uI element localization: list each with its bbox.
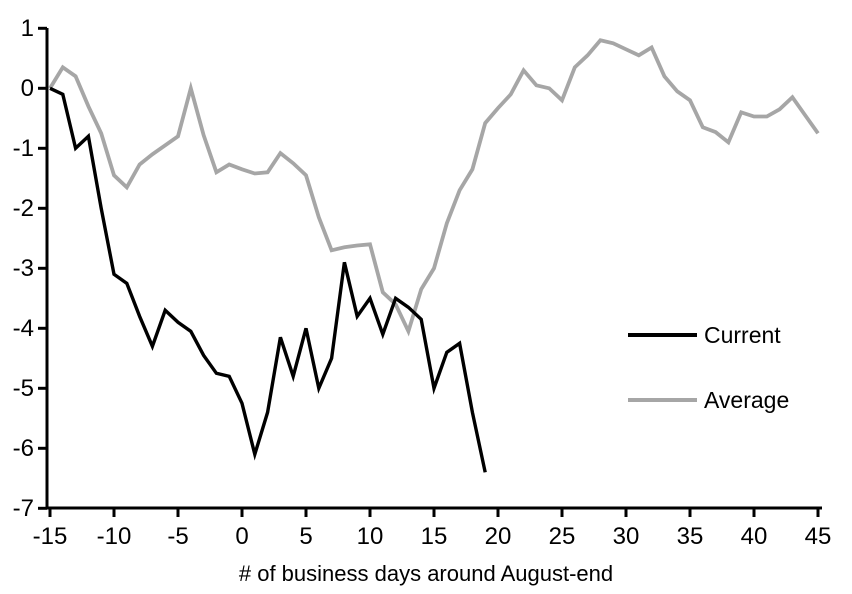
x-tick-label: 45 bbox=[805, 523, 832, 550]
average-series-line bbox=[48, 38, 820, 337]
y-tick-label: -5 bbox=[13, 375, 34, 402]
x-tick-label: 35 bbox=[677, 523, 704, 550]
x-tick-label: 20 bbox=[485, 523, 512, 550]
x-tick-label: -5 bbox=[167, 523, 188, 550]
y-tick-label: -3 bbox=[13, 255, 34, 282]
y-tick-label: -1 bbox=[13, 135, 34, 162]
x-tick-label: 15 bbox=[421, 523, 448, 550]
x-tick-label: 0 bbox=[235, 523, 248, 550]
x-axis-title: # of business days around August-end bbox=[238, 561, 614, 586]
x-tick-label: 5 bbox=[299, 523, 312, 550]
x-tick-label: -15 bbox=[33, 523, 68, 550]
y-tick-label: -7 bbox=[13, 495, 34, 522]
y-tick-label: -4 bbox=[13, 315, 34, 342]
y-tick-label: -6 bbox=[13, 435, 34, 462]
y-tick-label: 0 bbox=[21, 75, 34, 102]
x-tick-label: 10 bbox=[357, 523, 384, 550]
x-tick-label: 40 bbox=[741, 523, 768, 550]
x-tick-label: 30 bbox=[613, 523, 640, 550]
y-tick-label: -2 bbox=[13, 195, 34, 222]
x-tick-label: 25 bbox=[549, 523, 576, 550]
x-tick-label: -10 bbox=[97, 523, 132, 550]
current-series-line bbox=[49, 86, 487, 473]
y-tick-label: 1 bbox=[21, 15, 34, 42]
